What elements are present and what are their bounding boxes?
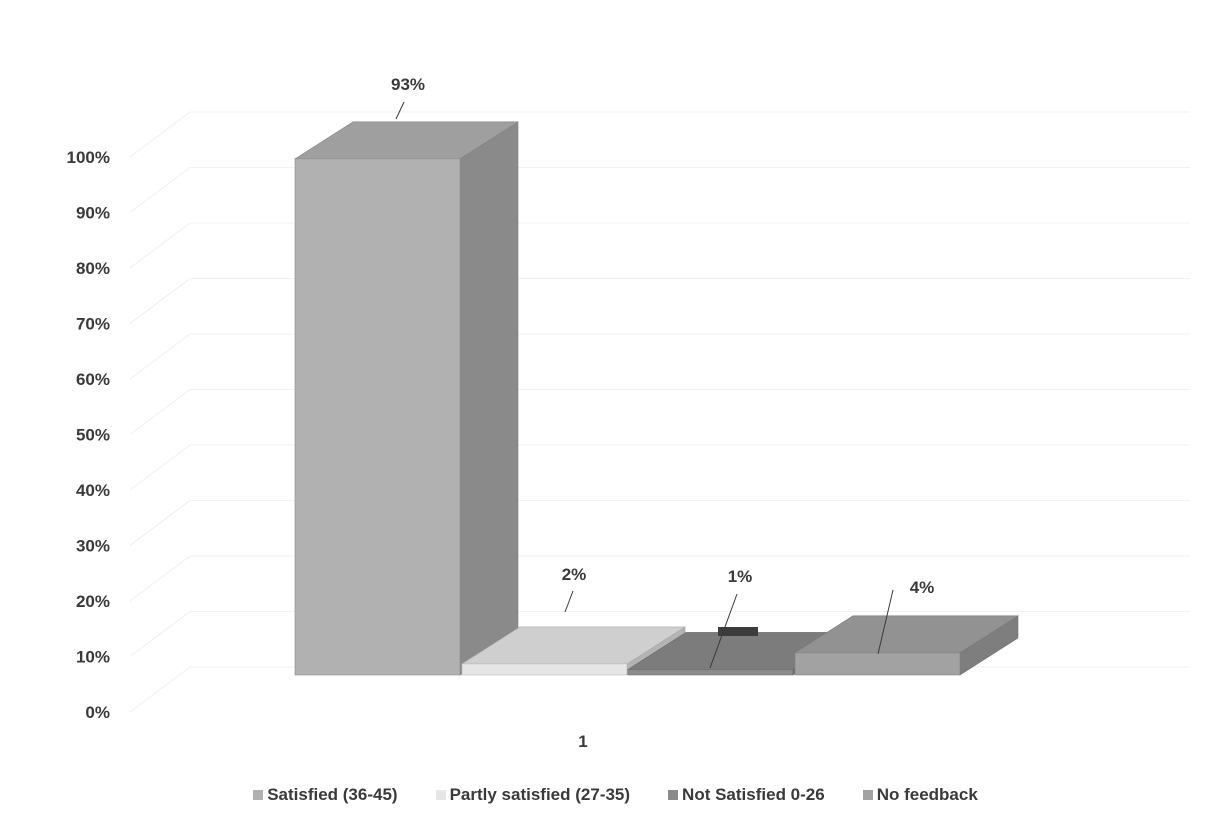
legend-label: No feedback (876, 785, 978, 804)
data-label-leader (709, 593, 738, 669)
legend-item: Not Satisfied 0-26 (668, 785, 825, 805)
legend-swatch (435, 790, 446, 800)
y-tick-label: 70% (76, 315, 110, 334)
legend-label: Not Satisfied 0-26 (682, 785, 825, 804)
gridline-diagonal (129, 611, 191, 657)
y-tick-label: 60% (76, 370, 110, 389)
x-axis-tick-label: 1 (578, 732, 587, 751)
bar-front (294, 158, 461, 676)
gridline-diagonal (129, 111, 191, 158)
legend-swatch (253, 790, 264, 800)
gridline-diagonal (129, 167, 191, 213)
legend-swatch (668, 790, 679, 800)
data-label-leader (395, 101, 405, 120)
bar-accent (718, 627, 758, 636)
gridline-diagonal (129, 278, 191, 324)
bars (293, 121, 1020, 676)
gridline-diagonal (129, 444, 191, 491)
legend-swatch (862, 790, 873, 800)
y-tick-label: 20% (76, 592, 110, 611)
y-tick-label: 0% (85, 703, 110, 722)
data-label: 2% (562, 565, 587, 584)
y-tick-label: 30% (76, 537, 110, 556)
bar-4 (793, 615, 1020, 676)
data-label: 4% (910, 578, 935, 597)
bar-side (459, 121, 519, 676)
bar-front (794, 652, 961, 676)
bar-front (627, 669, 794, 676)
data-label: 1% (728, 567, 753, 586)
y-tick-label: 90% (76, 204, 110, 223)
y-axis-ticks: 0% 10% 20% 30% 40% 50% 60% 70% 80% 90% 100% (67, 148, 110, 722)
data-label: 93% (391, 75, 425, 94)
gridline-diagonal (129, 555, 191, 602)
legend-item: Satisfied (36-45) (253, 785, 398, 805)
data-labels: 93% 2% 1% 4% (391, 75, 935, 669)
gridline-diagonal (129, 389, 191, 435)
gridline-diagonal (129, 666, 191, 713)
y-tick-label: 80% (76, 259, 110, 278)
gridlines (129, 111, 1190, 713)
chart-svg: 0% 10% 20% 30% 40% 50% 60% 70% 80% 90% 100% 93% 2% 1… (67, 75, 1190, 751)
gridline-diagonal (129, 222, 191, 269)
y-tick-label: 40% (76, 481, 110, 500)
gridline-diagonal (129, 333, 191, 380)
legend-item: No feedback (862, 785, 978, 805)
data-label-leader (877, 589, 894, 655)
legend-label: Partly satisfied (27-35) (449, 785, 631, 804)
bar-front (461, 663, 628, 676)
legend-label: Satisfied (36-45) (267, 785, 398, 804)
gridline-diagonal (129, 500, 191, 546)
legend-item: Partly satisfied (27-35) (435, 785, 631, 805)
bar-1 (293, 121, 520, 676)
y-tick-label: 10% (76, 648, 110, 667)
y-tick-label: 50% (76, 426, 110, 445)
data-label-leader (564, 590, 574, 613)
legend: Satisfied (36-45) Partly satisfied (27-35… (0, 780, 1231, 810)
y-tick-label: 100% (67, 148, 110, 167)
